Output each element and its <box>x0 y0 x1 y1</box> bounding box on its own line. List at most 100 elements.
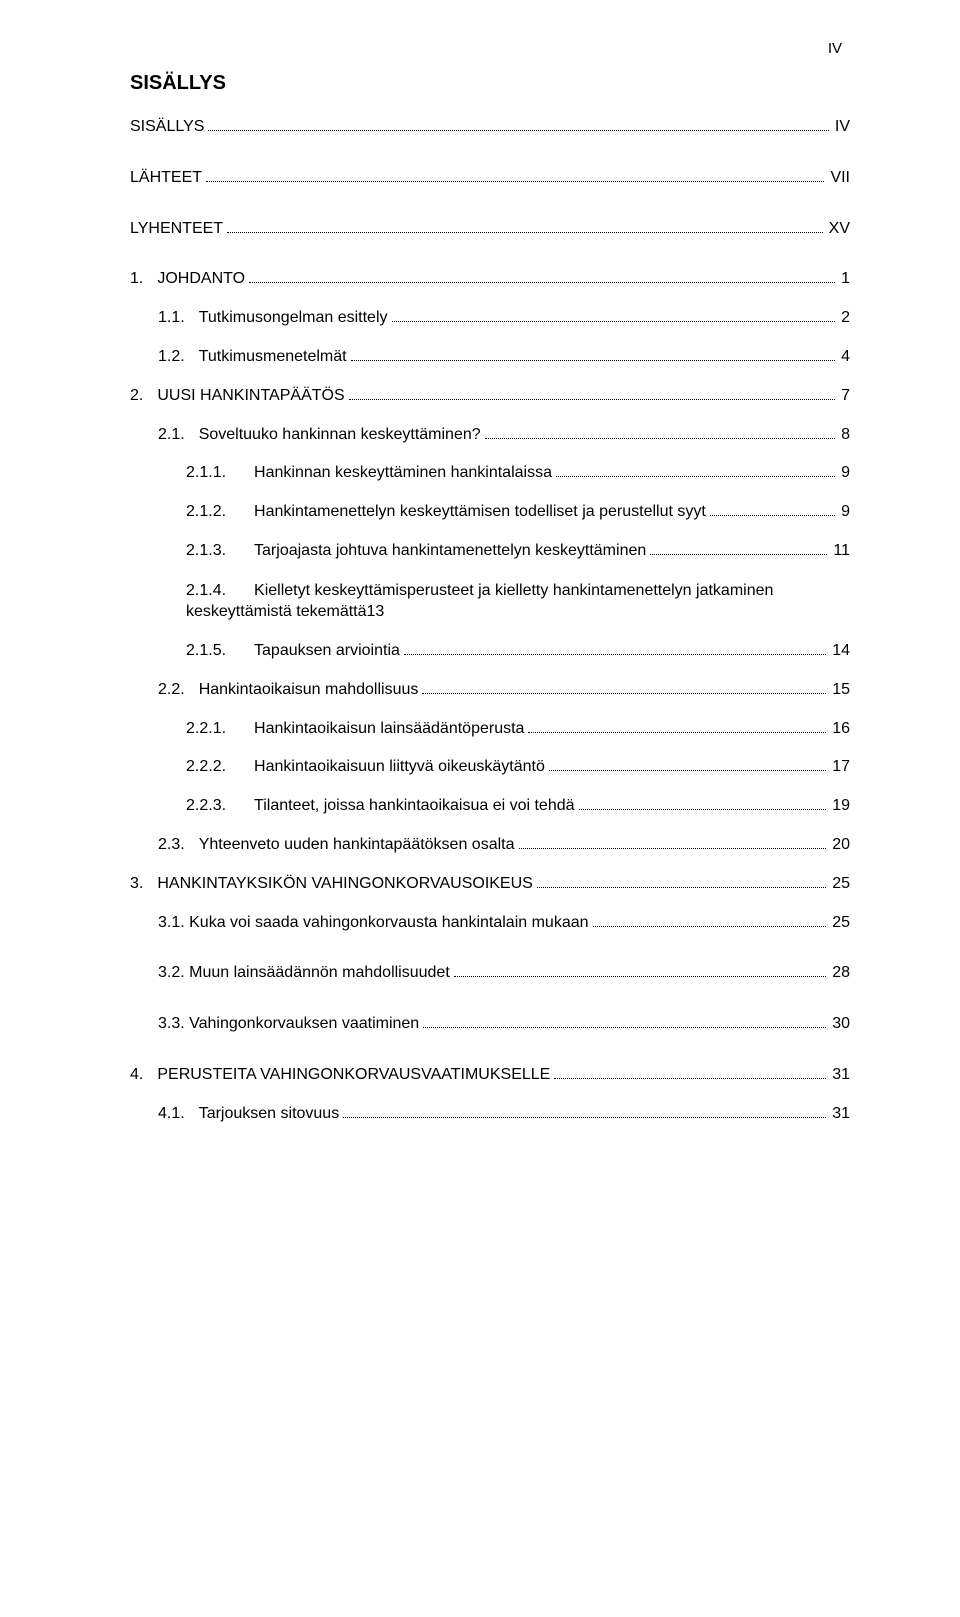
toc-entry: 3.1. Kuka voi saada vahingonkorvausta ha… <box>158 913 850 934</box>
toc-entry-number: 1. <box>130 269 157 290</box>
toc-leader-dots <box>422 681 826 694</box>
toc-entry-label: SISÄLLYS <box>130 117 204 138</box>
toc-entry-number: 2. <box>130 386 157 407</box>
page-number: IV <box>828 40 842 57</box>
toc-entry-page: 19 <box>830 796 850 817</box>
toc-entry-label: Hankintaoikaisuun liittyvä oikeuskäytänt… <box>254 757 545 778</box>
toc-leader-dots <box>556 465 835 478</box>
toc-entry-page: 25 <box>830 874 850 895</box>
toc-leader-dots <box>349 387 835 400</box>
toc-leader-dots <box>351 348 836 361</box>
toc-entry-label: 3.1. Kuka voi saada vahingonkorvausta ha… <box>158 913 589 934</box>
toc-entry: 3.HANKINTAYKSIKÖN VAHINGONKORVAUSOIKEUS 2… <box>130 874 850 895</box>
toc-entry-label: LYHENTEET <box>130 219 223 240</box>
toc-entry-page: 20 <box>830 835 850 856</box>
toc-entry-page: XV <box>827 219 850 240</box>
toc-leader-dots <box>392 309 836 322</box>
toc-entry-label: Tapauksen arviointia <box>254 641 400 662</box>
toc-entry-page: 17 <box>830 757 850 778</box>
toc-leader-dots <box>343 1105 826 1118</box>
document-page: IV SISÄLLYS SISÄLLYSIVLÄHTEETVIILYHENTEE… <box>0 0 960 1617</box>
toc-entry: 3.2. Muun lainsäädännön mahdollisuudet28 <box>158 963 850 984</box>
toc-leader-dots <box>206 169 824 182</box>
toc-entry-label: Tilanteet, joissa hankintaoikaisua ei vo… <box>254 796 575 817</box>
toc-entry-page: IV <box>833 117 850 138</box>
toc-entry-number: 2.2.2. <box>186 757 254 778</box>
toc-entry-page: 15 <box>830 680 850 701</box>
toc-entry: 2.1.2.Hankintamenettelyn keskeyttämisen … <box>186 502 850 523</box>
toc-entry-number: 2.1.2. <box>186 502 254 523</box>
toc-entry-page: 9 <box>839 463 850 484</box>
toc-entry: 1.1.Tutkimusongelman esittely2 <box>158 308 850 329</box>
toc-leader-dots <box>423 1015 826 1028</box>
toc-entry: 4.1.Tarjouksen sitovuus 31 <box>158 1104 850 1125</box>
toc-entry: 2.UUSI HANKINTAPÄÄTÖS7 <box>130 386 850 407</box>
toc-entry-label: Yhteenveto uuden hankintapäätöksen osalt… <box>199 835 515 856</box>
toc-entry: 1.JOHDANTO 1 <box>130 269 850 290</box>
toc-entry-page: 1 <box>839 269 850 290</box>
toc-entry: 2.1.Soveltuuko hankinnan keskeyttäminen?… <box>158 425 850 446</box>
toc-entry-page: 28 <box>830 963 850 984</box>
toc-entry-page: 31 <box>830 1104 850 1125</box>
toc-leader-dots <box>537 875 826 888</box>
toc-entry: 2.1.1.Hankinnan keskeyttäminen hankintal… <box>186 463 850 484</box>
toc-entry-number: 2.1.5. <box>186 641 254 662</box>
toc-entry-label: Hankintamenettelyn keskeyttämisen todell… <box>254 502 706 523</box>
toc-entry-label: Tarjoajasta johtuva hankintamenettelyn k… <box>254 541 646 562</box>
toc-entry-label: Hankinnan keskeyttäminen hankintalaissa <box>254 463 552 484</box>
toc-entry-page: 14 <box>830 641 850 662</box>
toc-entry-number: 3. <box>130 874 157 895</box>
toc-entry: 2.2.1.Hankintaoikaisun lainsäädäntöperus… <box>186 719 850 740</box>
toc-entry-label: 3.3. Vahingonkorvauksen vaatiminen <box>158 1014 419 1035</box>
toc-leader-dots <box>454 965 826 978</box>
toc-entry: LYHENTEET XV <box>130 219 850 240</box>
toc-leader-dots <box>710 503 835 516</box>
toc-entry-label: Tutkimusmenetelmät <box>199 347 347 368</box>
toc-entry: 1.2.Tutkimusmenetelmät4 <box>158 347 850 368</box>
toc-entry: 2.3.Yhteenveto uuden hankintapäätöksen o… <box>158 835 850 856</box>
toc-leader-dots <box>404 642 826 655</box>
toc-entry-label: LÄHTEET <box>130 168 202 189</box>
toc-entry-page: 30 <box>830 1014 850 1035</box>
toc-leader-dots <box>650 542 827 555</box>
toc-leader-dots <box>554 1066 826 1079</box>
toc-entry-label: JOHDANTO <box>157 269 245 290</box>
toc-entry: 2.2.3.Tilanteet, joissa hankintaoikaisua… <box>186 796 850 817</box>
toc-entry-label: Kielletyt keskeyttämisperusteet ja kiell… <box>254 580 773 602</box>
toc-entry: 2.1.5.Tapauksen arviointia 14 <box>186 641 850 662</box>
toc-entry-label-line2: keskeyttämistä tekemättä <box>186 601 367 623</box>
toc-entry-label: Tarjouksen sitovuus <box>199 1104 340 1125</box>
toc-entry-number: 2.1.4. <box>186 580 254 602</box>
toc-container: SISÄLLYSIVLÄHTEETVIILYHENTEETXV1.JOHDANT… <box>130 117 850 1125</box>
toc-leader-dots <box>579 797 827 810</box>
toc-entry-number: 2.1. <box>158 425 199 446</box>
toc-entry: 2.2.Hankintaoikaisun mahdollisuus 15 <box>158 680 850 701</box>
toc-entry-page: 16 <box>830 719 850 740</box>
toc-leader-dots <box>249 271 835 284</box>
toc-entry-page: 9 <box>839 502 850 523</box>
toc-entry-number: 2.1.3. <box>186 541 254 562</box>
toc-entry-label: HANKINTAYKSIKÖN VAHINGONKORVAUSOIKEUS <box>157 874 532 895</box>
toc-heading: SISÄLLYS <box>130 72 850 95</box>
toc-entry-number: 4.1. <box>158 1104 199 1125</box>
toc-entry-label: Hankintaoikaisun mahdollisuus <box>199 680 419 701</box>
toc-entry-label: Soveltuuko hankinnan keskeyttäminen? <box>199 425 481 446</box>
toc-entry-page: 25 <box>830 913 850 934</box>
toc-entry-number: 1.2. <box>158 347 199 368</box>
toc-entry-number: 2.3. <box>158 835 199 856</box>
toc-entry-number: 2.2.1. <box>186 719 254 740</box>
toc-entry-page: 2 <box>839 308 850 329</box>
toc-leader-dots <box>227 220 823 233</box>
toc-entry: 2.2.2.Hankintaoikaisuun liittyvä oikeusk… <box>186 757 850 778</box>
toc-entry: 2.1.3.Tarjoajasta johtuva hankintamenett… <box>186 541 850 562</box>
toc-entry-page: 31 <box>830 1065 850 1086</box>
toc-entry-number: 2.2. <box>158 680 199 701</box>
toc-entry-page: 11 <box>831 541 850 562</box>
toc-entry: 3.3. Vahingonkorvauksen vaatiminen 30 <box>158 1014 850 1035</box>
toc-entry-number: 1.1. <box>158 308 199 329</box>
toc-leader-dots <box>593 914 827 927</box>
toc-entry-page: 13 <box>367 601 385 623</box>
toc-entry-number: 4. <box>130 1065 157 1086</box>
toc-entry-number: 2.2.3. <box>186 796 254 817</box>
toc-leader-dots <box>549 759 826 772</box>
